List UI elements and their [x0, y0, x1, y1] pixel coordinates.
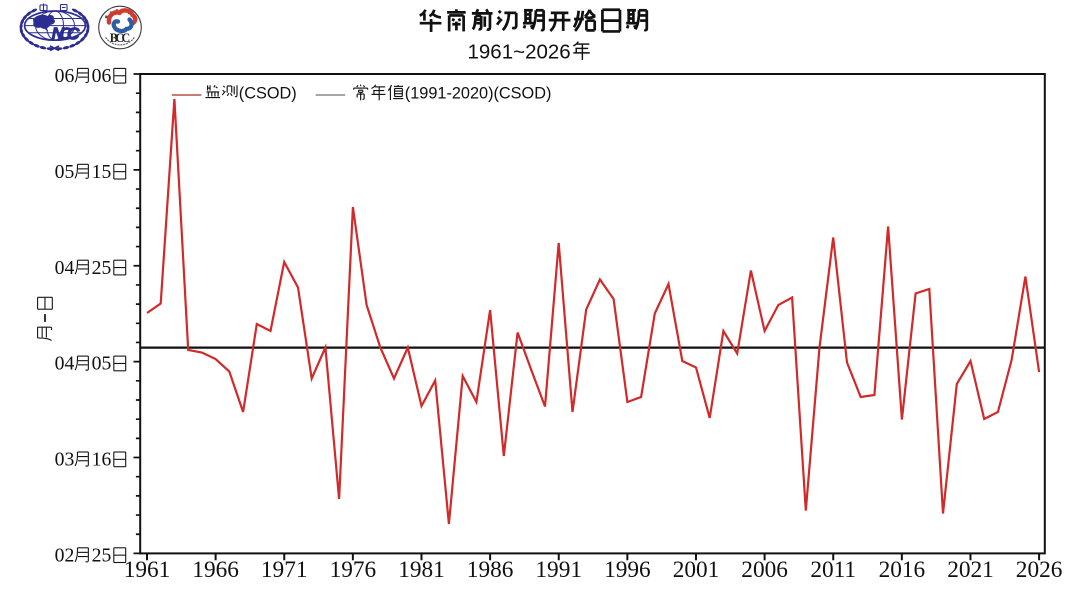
svg-text:04: 04 — [55, 257, 75, 279]
svg-text:1991: 1991 — [535, 557, 582, 583]
svg-text:1961: 1961 — [124, 557, 171, 583]
svg-text:BCC: BCC — [110, 31, 131, 45]
svg-text:1986: 1986 — [467, 557, 514, 583]
svg-text:2021: 2021 — [947, 557, 994, 583]
svg-text:2026: 2026 — [1016, 557, 1063, 583]
svg-text:1981: 1981 — [398, 557, 445, 583]
svg-text:02: 02 — [55, 544, 75, 566]
svg-text:06: 06 — [55, 65, 75, 87]
svg-text:2011: 2011 — [810, 557, 856, 583]
svg-text:(1991-2020)(CSOD): (1991-2020)(CSOD) — [405, 85, 552, 103]
svg-text:2006: 2006 — [741, 557, 788, 583]
svg-text:16: 16 — [92, 449, 112, 471]
svg-text:1966: 1966 — [192, 557, 239, 583]
svg-text:06: 06 — [92, 65, 112, 87]
svg-text:05: 05 — [92, 353, 112, 375]
svg-text:NCC: NCC — [52, 24, 80, 44]
svg-text:(CSOD): (CSOD) — [239, 85, 297, 103]
svg-text:05: 05 — [55, 161, 75, 183]
svg-text:25: 25 — [92, 257, 112, 279]
svg-text:25: 25 — [92, 544, 112, 566]
svg-text:1996: 1996 — [604, 557, 651, 583]
svg-text:04: 04 — [55, 353, 75, 375]
svg-text:2016: 2016 — [879, 557, 926, 583]
svg-text:1961~2026: 1961~2026 — [468, 40, 571, 63]
svg-text:2001: 2001 — [673, 557, 720, 583]
svg-text:03: 03 — [55, 449, 75, 471]
svg-text:1976: 1976 — [330, 557, 377, 583]
svg-text:15: 15 — [92, 161, 112, 183]
svg-text:1971: 1971 — [261, 557, 308, 583]
